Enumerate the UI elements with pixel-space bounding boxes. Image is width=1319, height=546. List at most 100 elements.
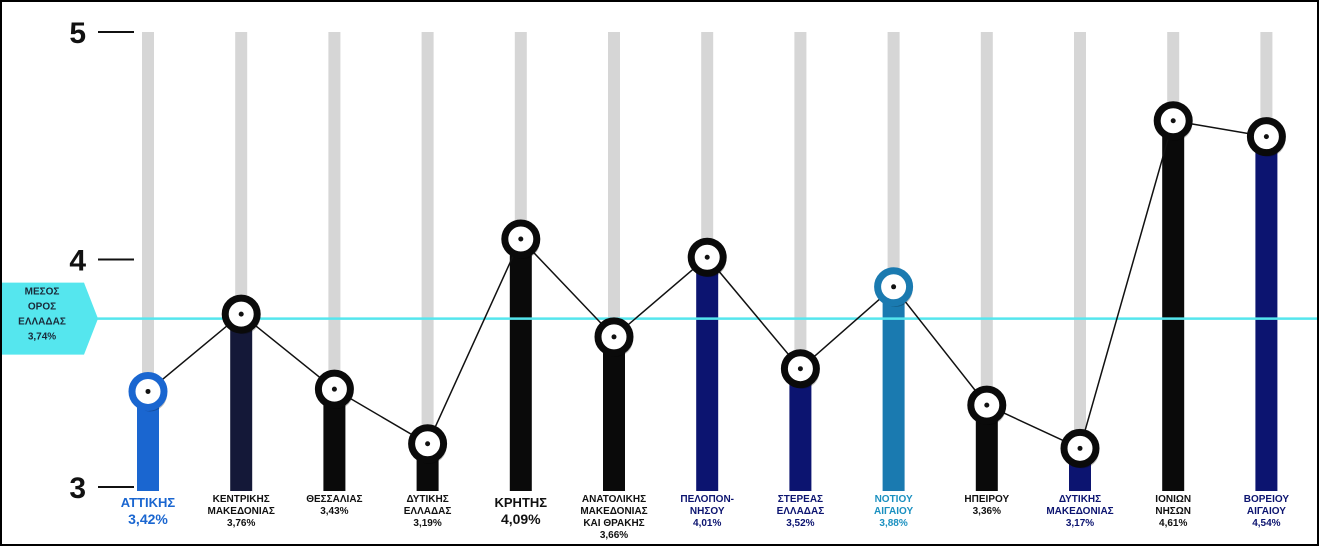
category-value: 4,09%	[501, 511, 541, 527]
marker-dot	[518, 236, 524, 242]
category-value: 4,61%	[1159, 518, 1187, 529]
marker-dot	[1077, 445, 1083, 451]
category-name: ΚΕΝΤΡΙΚΗΣ	[213, 494, 270, 505]
marker-0	[128, 371, 168, 412]
category-value: 3,36%	[973, 506, 1001, 517]
y-tick-label: 4	[69, 245, 86, 278]
bar-0	[137, 391, 159, 491]
marker-dot	[425, 441, 431, 447]
marker-8	[874, 267, 914, 307]
category-labels: ΑΤΤΙΚΗΣ3,42%ΚΕΝΤΡΙΚΗΣΜΑΚΕΔΟΝΙΑΣ3,76%ΘΕΣΣ…	[121, 494, 1290, 541]
category-value: 3,52%	[786, 518, 814, 529]
bar-8	[882, 286, 905, 491]
bar-9	[975, 405, 998, 491]
marker-5	[594, 317, 634, 357]
marker-dot	[238, 311, 244, 317]
marker-3	[408, 424, 448, 464]
category-name: ΣΤΕΡΕΑΣ	[778, 494, 823, 505]
marker-dot	[797, 366, 803, 372]
category-name: ΑΝΑΤΟΛΙΚΗΣ	[582, 494, 646, 505]
bar-6	[696, 257, 719, 491]
y-tick-label: 3	[69, 472, 86, 505]
category-name: ΕΛΛΑΔΑΣ	[404, 506, 452, 517]
y-axis: 3 4 5	[69, 17, 134, 505]
marker-10	[1060, 428, 1100, 469]
category-name: ΝΟΤΙΟΥ	[875, 494, 913, 505]
bar-11	[1162, 120, 1185, 491]
category-value: 3,17%	[1066, 518, 1094, 529]
category-name: ΜΑΚΕΔΟΝΙΑΣ	[1046, 506, 1113, 517]
marker-11	[1153, 101, 1193, 141]
category-name: ΔΥΤΙΚΗΣ	[406, 494, 448, 505]
markers	[128, 101, 1286, 469]
category-name: ΝΗΣΩΝ	[1155, 506, 1191, 517]
marker-dot	[1263, 134, 1269, 140]
category-name: ΑΙΓΑΙΟΥ	[1247, 506, 1286, 517]
marker-dot	[1170, 118, 1176, 124]
marker-1	[221, 294, 261, 335]
average-label-line: ΜΕΣΟΣ	[25, 287, 60, 298]
category-name: ΚΡΗΤΗΣ	[495, 495, 548, 510]
bar-1	[230, 314, 253, 491]
marker-7	[780, 349, 820, 389]
category-name: ΔΥΤΙΚΗΣ	[1059, 494, 1101, 505]
category-value: 3,76%	[227, 518, 255, 529]
category-name: ΙΟΝΙΩΝ	[1155, 494, 1191, 505]
marker-2	[314, 369, 354, 410]
y-tick-label: 5	[69, 17, 86, 50]
category-value: 3,42%	[128, 511, 168, 527]
category-name: ΝΗΣΟΥ	[690, 506, 725, 517]
category-value: 3,66%	[600, 530, 628, 541]
average-label-line: 3,74%	[28, 332, 56, 343]
bar-5	[603, 336, 625, 491]
category-name: ΑΙΓΑΙΟΥ	[874, 506, 913, 517]
track-3	[421, 32, 434, 487]
marker-12	[1246, 117, 1286, 157]
category-value: 3,43%	[320, 506, 348, 517]
track-10	[1074, 32, 1086, 487]
category-value: 3,88%	[879, 518, 907, 529]
category-name: ΒΟΡΕΙΟΥ	[1244, 494, 1290, 505]
marker-9	[967, 385, 1007, 426]
category-value: 3,19%	[413, 518, 441, 529]
marker-6	[687, 237, 727, 278]
marker-dot	[984, 402, 990, 408]
track-9	[980, 32, 993, 487]
marker-dot	[145, 388, 151, 394]
category-name: ΑΤΤΙΚΗΣ	[121, 495, 176, 510]
bar-2	[323, 389, 346, 491]
average-label-badge	[2, 282, 98, 355]
marker-dot	[704, 254, 710, 260]
bar-12	[1255, 136, 1278, 491]
average-line-group: ΜΕΣΟΣ ΟΡΟΣ ΕΛΛΑΔΑΣ 3,74%	[2, 282, 1317, 355]
category-name: ΜΑΚΕΔΟΝΙΑΣ	[208, 506, 275, 517]
average-label-line: ΟΡΟΣ	[28, 302, 56, 313]
marker-dot	[891, 284, 897, 290]
category-name: ΗΠΕΙΡΟΥ	[964, 494, 1009, 505]
marker-dot	[611, 334, 617, 340]
category-name: ΜΑΚΕΔΟΝΙΑΣ	[580, 506, 647, 517]
bar-7	[789, 368, 812, 491]
marker-dot	[331, 386, 337, 392]
category-value: 4,01%	[693, 518, 721, 529]
bar-4	[509, 239, 532, 491]
category-name: ΠΕΛΟΠΟΝ-	[680, 494, 734, 505]
category-name: ΕΛΛΑΔΑΣ	[777, 506, 825, 517]
marker-4	[501, 219, 541, 260]
category-value: 4,54%	[1252, 518, 1280, 529]
